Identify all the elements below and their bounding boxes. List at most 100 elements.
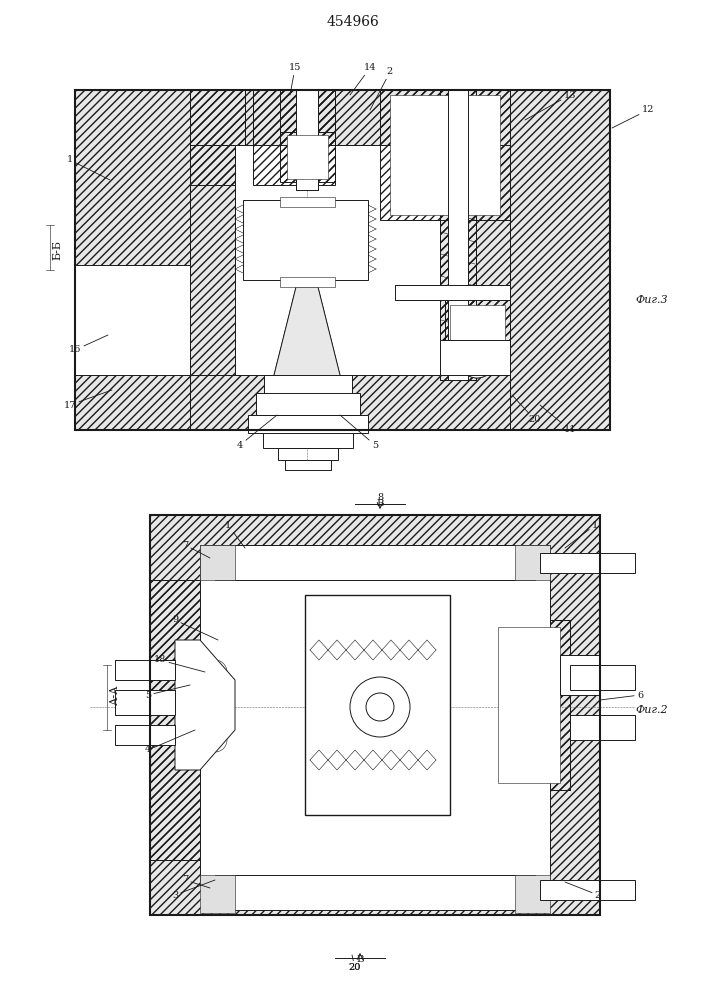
Bar (253, 90, 335, 185)
Text: Фиг.2: Фиг.2 (636, 705, 668, 715)
Bar (253, 90, 335, 185)
Circle shape (459, 342, 495, 378)
Circle shape (501, 672, 557, 728)
Bar (440, 340, 510, 375)
Bar (264, 395, 352, 415)
Text: 8: 8 (377, 492, 383, 505)
Bar (200, 875, 235, 913)
Text: 18: 18 (154, 656, 205, 672)
Text: 7: 7 (182, 876, 210, 888)
Bar (115, 660, 175, 680)
Bar (150, 580, 200, 860)
Bar (540, 553, 635, 573)
Bar (440, 90, 476, 380)
Text: 5: 5 (340, 415, 378, 450)
Circle shape (366, 693, 394, 721)
Text: 13: 13 (525, 91, 576, 120)
Bar (215, 575, 535, 580)
Circle shape (280, 883, 290, 893)
Circle shape (399, 124, 431, 156)
Bar (215, 903, 535, 908)
Circle shape (280, 553, 290, 563)
Bar (305, 595, 450, 815)
Bar (448, 90, 468, 380)
Bar (280, 132, 335, 182)
Circle shape (245, 883, 255, 893)
Text: А-А: А-А (110, 685, 120, 705)
Bar (490, 620, 570, 790)
Bar (498, 627, 560, 783)
Bar (515, 875, 550, 913)
Bar (490, 620, 570, 790)
Bar (280, 90, 335, 185)
Text: 15: 15 (289, 64, 301, 95)
Bar (215, 875, 535, 887)
Bar (215, 575, 535, 580)
Bar (264, 375, 352, 395)
Bar (560, 655, 600, 695)
Circle shape (263, 553, 273, 563)
Bar (215, 545, 535, 557)
Text: 454966: 454966 (327, 15, 380, 29)
Bar (274, 375, 342, 395)
Bar (150, 515, 600, 915)
Bar (235, 145, 440, 375)
Text: 4: 4 (145, 730, 195, 754)
Text: Фиг.3: Фиг.3 (636, 295, 668, 305)
Bar (190, 90, 510, 145)
Bar (515, 545, 550, 580)
Bar (510, 90, 610, 430)
Bar (190, 90, 245, 185)
Circle shape (297, 230, 317, 250)
Bar (200, 545, 235, 580)
Circle shape (203, 660, 227, 684)
Bar (215, 875, 535, 910)
Bar (450, 305, 505, 370)
Text: 3: 3 (172, 880, 215, 900)
Bar (390, 95, 500, 215)
Text: 16: 16 (69, 335, 108, 355)
Text: В: В (356, 956, 364, 964)
Bar (150, 515, 600, 915)
Bar (570, 665, 635, 690)
Bar (263, 433, 353, 448)
Text: 20: 20 (349, 955, 361, 972)
Circle shape (88, 295, 138, 345)
Text: В: В (376, 498, 384, 508)
Bar (395, 285, 510, 300)
Circle shape (350, 677, 410, 737)
Text: Б-Б: Б-Б (52, 240, 62, 260)
Bar (75, 90, 190, 430)
Circle shape (225, 553, 235, 563)
Circle shape (459, 342, 495, 378)
Circle shape (297, 553, 307, 563)
Bar (445, 300, 510, 375)
Bar (510, 90, 610, 430)
Circle shape (459, 312, 495, 348)
Bar (380, 90, 510, 220)
Bar (380, 90, 510, 220)
Text: 14: 14 (350, 64, 376, 95)
Bar (215, 545, 535, 580)
Circle shape (399, 124, 431, 156)
Bar (75, 90, 190, 430)
Bar (248, 415, 368, 433)
Polygon shape (175, 640, 235, 770)
Circle shape (444, 124, 476, 156)
Bar (540, 880, 635, 900)
Bar (287, 135, 328, 179)
Bar (570, 715, 635, 740)
Text: 1: 1 (225, 520, 245, 548)
Bar (440, 90, 476, 380)
Bar (280, 277, 335, 287)
Text: 17: 17 (64, 390, 112, 410)
Text: 5: 5 (145, 685, 190, 700)
Bar (215, 875, 535, 887)
Bar (296, 90, 318, 190)
Text: 1: 1 (67, 155, 110, 180)
Polygon shape (274, 287, 340, 375)
Bar (285, 460, 331, 470)
Circle shape (297, 883, 307, 893)
Text: 11: 11 (540, 405, 576, 434)
Circle shape (459, 312, 495, 348)
